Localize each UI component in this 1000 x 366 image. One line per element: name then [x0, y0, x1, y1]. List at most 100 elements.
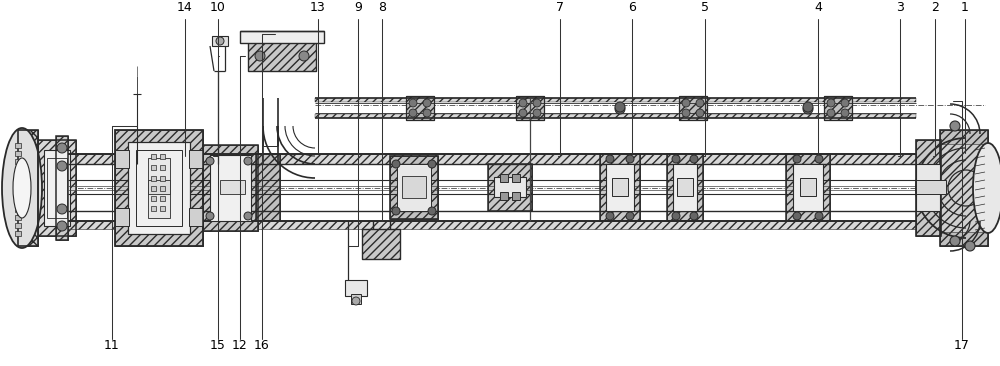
Circle shape [690, 155, 698, 163]
Bar [248, 41, 316, 71]
Bar [512, 192, 520, 200]
Circle shape [352, 297, 360, 305]
Circle shape [950, 236, 960, 246]
Circle shape [626, 212, 634, 220]
Bar [248, 41, 316, 71]
Text: 1: 1 [961, 1, 969, 14]
Circle shape [841, 109, 849, 117]
Bar [151, 154, 156, 159]
Bar [170, 150, 182, 226]
Circle shape [428, 160, 436, 168]
Bar [160, 196, 165, 201]
Text: 16: 16 [254, 339, 270, 352]
Bar [128, 142, 190, 234]
Bar [203, 145, 258, 231]
Bar [800, 178, 816, 196]
Ellipse shape [973, 143, 1000, 233]
Bar [679, 96, 707, 120]
Bar [256, 154, 280, 221]
Text: 2: 2 [931, 1, 939, 14]
Circle shape [299, 51, 309, 61]
Bar [667, 154, 703, 221]
Bar [38, 140, 76, 236]
Bar [824, 96, 852, 120]
Bar [940, 130, 988, 246]
Circle shape [815, 155, 823, 163]
Ellipse shape [2, 128, 42, 248]
Circle shape [206, 157, 214, 165]
Circle shape [672, 155, 680, 163]
Bar [47, 158, 67, 218]
Bar [679, 96, 707, 120]
Bar [115, 150, 129, 168]
Bar [15, 199, 21, 204]
Bar [15, 143, 21, 148]
Circle shape [803, 104, 813, 114]
Circle shape [793, 155, 801, 163]
Circle shape [690, 212, 698, 220]
Circle shape [606, 212, 614, 220]
Circle shape [793, 212, 801, 220]
Circle shape [519, 99, 527, 107]
Bar [824, 96, 852, 120]
Circle shape [803, 102, 813, 112]
Circle shape [682, 109, 690, 117]
Bar [151, 165, 156, 170]
Text: 5: 5 [701, 1, 709, 14]
Bar [500, 174, 508, 182]
Circle shape [533, 109, 541, 117]
Bar [160, 206, 165, 211]
Bar [612, 178, 628, 196]
Bar [397, 164, 431, 211]
Circle shape [841, 99, 849, 107]
Circle shape [626, 155, 634, 163]
Bar [151, 176, 156, 181]
Bar [15, 167, 21, 172]
Bar [940, 130, 988, 246]
Bar [160, 176, 165, 181]
Circle shape [57, 221, 67, 231]
Bar [148, 180, 170, 194]
Circle shape [57, 204, 67, 214]
Circle shape [950, 121, 960, 131]
Bar [148, 158, 170, 218]
Bar [212, 36, 228, 46]
Circle shape [423, 109, 431, 117]
Circle shape [606, 155, 614, 163]
Bar [390, 156, 438, 219]
Bar [940, 232, 988, 246]
Bar [68, 154, 916, 164]
Text: 4: 4 [814, 1, 822, 14]
Bar [600, 154, 640, 221]
Circle shape [672, 212, 680, 220]
Bar [916, 140, 941, 236]
Bar [189, 208, 203, 226]
Circle shape [244, 157, 252, 165]
Bar [136, 150, 148, 226]
Circle shape [615, 102, 625, 112]
Bar [406, 96, 434, 120]
Bar [600, 154, 640, 221]
Bar [315, 98, 916, 102]
Bar [786, 154, 830, 221]
Bar [15, 207, 21, 212]
Circle shape [409, 109, 417, 117]
Bar [402, 176, 426, 198]
Bar [15, 175, 21, 180]
Bar [18, 130, 38, 246]
Text: 8: 8 [378, 1, 386, 14]
Bar [160, 186, 165, 191]
Circle shape [57, 143, 67, 153]
Bar [15, 151, 21, 156]
Bar [345, 280, 367, 296]
Circle shape [827, 99, 835, 107]
Text: 14: 14 [177, 1, 193, 14]
Circle shape [255, 51, 265, 61]
Circle shape [423, 99, 431, 107]
Bar [160, 165, 165, 170]
Bar [15, 159, 21, 164]
Bar [15, 215, 21, 220]
Bar [15, 231, 21, 236]
Text: 7: 7 [556, 1, 564, 14]
Bar [793, 164, 823, 211]
